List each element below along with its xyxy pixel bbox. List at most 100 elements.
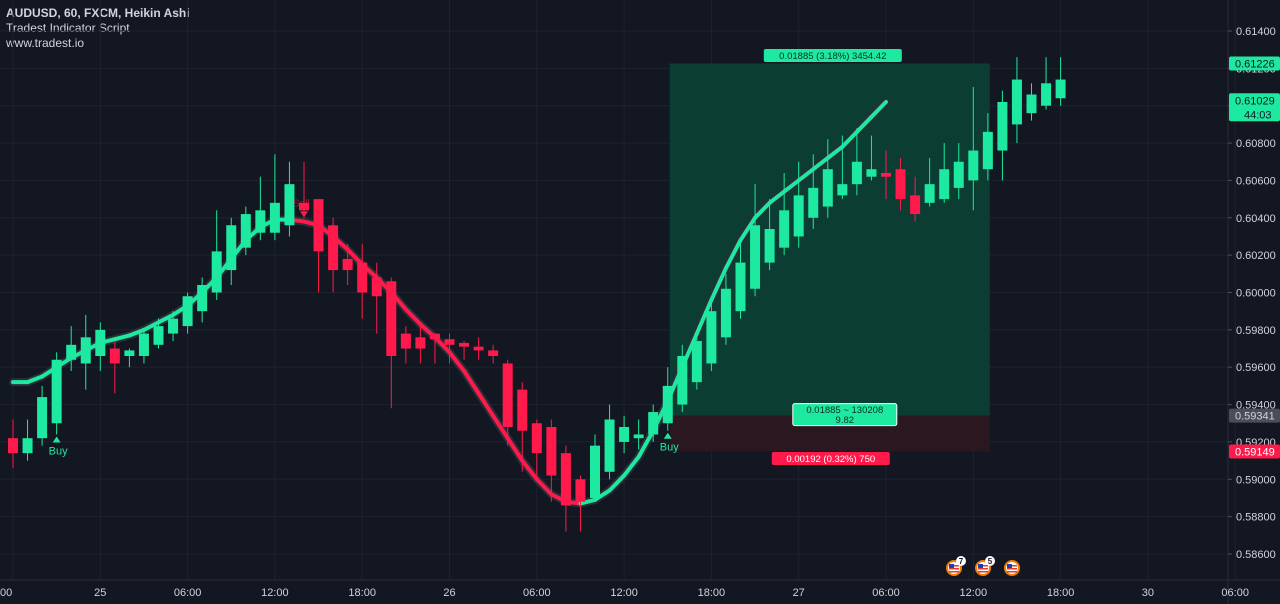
moving-average-segment xyxy=(578,497,597,506)
candle-body xyxy=(429,333,440,340)
candle xyxy=(182,292,193,334)
time-tick-label: 18:00 xyxy=(1047,587,1075,599)
candle xyxy=(633,419,644,450)
candle-body xyxy=(80,337,91,364)
candle xyxy=(211,210,222,300)
buy-signal-arrow-icon xyxy=(52,436,61,443)
moving-average-segment xyxy=(854,114,874,134)
candle-body xyxy=(939,169,950,200)
candle xyxy=(531,419,542,476)
price-tick-label: 0.59400 xyxy=(1236,400,1276,412)
price-tag: 0.61226 xyxy=(1229,56,1280,71)
candle xyxy=(1055,57,1066,106)
candle xyxy=(124,348,135,368)
candle-body xyxy=(1026,94,1037,114)
moving-average-segment xyxy=(709,266,728,302)
moving-average-segment xyxy=(796,167,816,183)
candle-body xyxy=(284,184,295,226)
candle xyxy=(546,419,557,502)
candle xyxy=(95,322,106,371)
time-tick-label: 06:00 xyxy=(872,587,900,599)
price-axis[interactable]: 0.614000.612000.610000.608000.606000.604… xyxy=(1227,0,1280,604)
flag-stripe xyxy=(1007,568,1017,570)
candle xyxy=(459,341,470,360)
candle xyxy=(357,243,368,319)
us-flag-icon xyxy=(1004,560,1020,576)
stop-loss-label-box xyxy=(771,451,890,465)
moving-average-segment xyxy=(534,477,554,497)
moving-average-segment xyxy=(694,297,714,336)
candle-body xyxy=(619,426,630,442)
buy-signal-label: Buy xyxy=(49,445,68,457)
candle-body xyxy=(255,210,266,233)
candle-body xyxy=(459,342,470,347)
candle xyxy=(735,240,746,319)
price-tag: 0.61029 44:03 xyxy=(1229,93,1280,122)
time-tick-label: 12:00 xyxy=(960,587,988,599)
candle-body xyxy=(109,348,120,364)
candle-body xyxy=(633,434,644,439)
price-tag-label: 0.61226 xyxy=(1235,59,1275,71)
price-tag: 0.59341 xyxy=(1229,408,1280,423)
candle xyxy=(750,184,761,297)
candle-body xyxy=(240,214,251,248)
price-tick-label: 0.59800 xyxy=(1236,325,1276,337)
candle xyxy=(953,143,964,200)
price-tick-label: 0.59000 xyxy=(1236,474,1276,486)
moving-average-segment xyxy=(782,178,801,194)
candle-body xyxy=(648,412,659,435)
candle-body xyxy=(22,438,33,454)
candle-body xyxy=(793,195,804,237)
candle xyxy=(924,158,935,207)
flag-stripe xyxy=(978,568,988,570)
candle xyxy=(881,150,891,200)
price-tick-label: 0.59600 xyxy=(1236,362,1276,374)
position-zones xyxy=(669,63,990,452)
candle xyxy=(968,87,979,211)
candle xyxy=(342,243,353,286)
candle xyxy=(255,176,266,241)
moving-average-segment xyxy=(447,350,467,373)
candle xyxy=(851,128,862,196)
us-flag-icon: 7 xyxy=(946,556,966,576)
candle xyxy=(80,314,91,390)
moving-average-segment xyxy=(476,391,496,418)
candle-body xyxy=(95,329,106,357)
symbol-title[interactable]: AUDUSD, 60, FXCM, Heikin Ashi xyxy=(6,6,190,20)
take-profit-label-text: 0.01885 (3.18%) 3454.42 xyxy=(779,51,886,62)
candle xyxy=(22,419,33,461)
candle-body xyxy=(1055,79,1066,99)
price-tick-label: 0.60200 xyxy=(1236,250,1276,262)
flag-stripe xyxy=(978,571,988,573)
candle xyxy=(8,419,18,469)
candle xyxy=(939,143,950,203)
candle-body xyxy=(662,385,673,424)
candle-body xyxy=(982,131,993,170)
candle xyxy=(662,367,673,431)
candle-body xyxy=(342,258,353,271)
sell-signal-label: Sell xyxy=(293,198,310,209)
moving-average-segment xyxy=(753,200,772,220)
price-tag-label: 0.59149 xyxy=(1235,446,1275,458)
candle-body xyxy=(473,346,484,351)
candle-body xyxy=(997,101,1008,151)
moving-average-segment xyxy=(520,458,539,482)
candle xyxy=(415,322,426,364)
price-tag-box xyxy=(1229,56,1280,71)
candle-body xyxy=(851,161,862,185)
moving-average-segment xyxy=(505,436,525,463)
flag-stripe xyxy=(1007,571,1017,573)
candle-body xyxy=(299,202,309,211)
price-tick-label: 0.60800 xyxy=(1236,138,1276,150)
time-axis[interactable]: 00 25 06:00 12:00 18:00 26 06:00 12:00 18:00 27 06… xyxy=(0,579,1280,599)
position-summary-label-text: 0.01885 ~ 130208 xyxy=(806,405,883,416)
moving-average-segment xyxy=(112,333,132,342)
price-tag-box xyxy=(1229,408,1280,423)
price-tick-label: 0.58600 xyxy=(1236,549,1276,561)
price-tag-label: 0.61029 xyxy=(1235,95,1275,107)
flag-canton xyxy=(949,564,954,568)
candle-body xyxy=(531,423,542,454)
candle-body xyxy=(953,161,964,188)
